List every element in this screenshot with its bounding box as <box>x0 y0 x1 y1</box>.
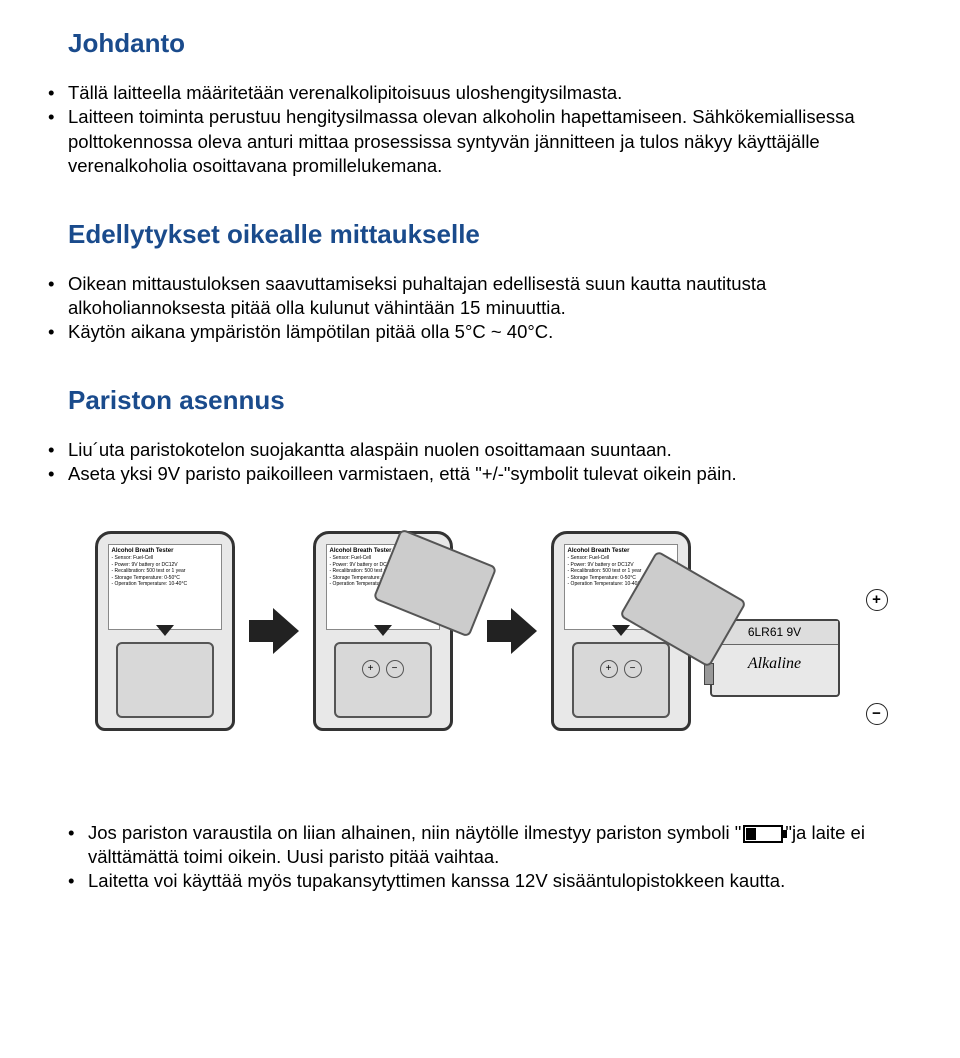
bullet-text: Liu´uta paristokotelon suojakantta alasp… <box>68 438 900 462</box>
device-step-3: Alcohol Breath Tester - Sensor: Fuel-Cel… <box>551 531 696 731</box>
device-step-1: Alcohol Breath Tester - Sensor: Fuel-Cel… <box>95 531 235 731</box>
terminal-minus-icon: − <box>624 660 642 678</box>
arrow-right-icon <box>487 606 537 656</box>
bullet-text: Tällä laitteella määritetään verenalkoli… <box>68 81 900 105</box>
bullet-text: Laitetta voi käyttää myös tupakansytytti… <box>88 869 900 893</box>
slide-arrow-icon <box>156 625 174 636</box>
bullet-item: • Laitetta voi käyttää myös tupakansytyt… <box>68 869 900 893</box>
battery-9v: + 6LR61 9V Alkaline − <box>710 565 854 697</box>
device-back-label: Alcohol Breath Tester - Sensor: Fuel-Cel… <box>108 544 222 630</box>
bullet-dot: • <box>48 462 68 486</box>
bullet-text: Käytön aikana ympäristön lämpötilan pitä… <box>68 320 900 344</box>
section-2-bullets: • Oikean mittaustuloksen saavuttamiseksi… <box>48 272 900 345</box>
bullet-item: • Jos pariston varaustila on liian alhai… <box>68 821 900 870</box>
bullet-dot: • <box>48 320 68 344</box>
bullet-item: • Laitteen toiminta perustuu hengitysilm… <box>48 105 900 178</box>
section-2-title: Edellytykset oikealle mittaukselle <box>48 219 900 250</box>
bullet-text: Laitteen toiminta perustuu hengitysilmas… <box>68 105 900 178</box>
bullet-dot: • <box>48 81 68 105</box>
battery-install-diagram: Alcohol Breath Tester - Sensor: Fuel-Cel… <box>48 531 900 731</box>
slide-arrow-icon <box>374 625 392 636</box>
bullet-item: • Käytön aikana ympäristön lämpötilan pi… <box>48 320 900 344</box>
bullet-dot: • <box>68 869 88 893</box>
battery-compartment: + − <box>572 642 670 718</box>
terminal-plus-icon: + <box>362 660 380 678</box>
section-3-bullets: • Liu´uta paristokotelon suojakantta ala… <box>48 438 900 487</box>
bullet-text: Jos pariston varaustila on liian alhaine… <box>88 821 900 870</box>
terminal-plus-icon: + <box>600 660 618 678</box>
slide-arrow-icon <box>612 625 630 636</box>
terminal-minus-icon: − <box>386 660 404 678</box>
battery-compartment: + − <box>334 642 432 718</box>
bullet-item: • Tällä laitteella määritetään verenalko… <box>48 81 900 105</box>
bullet-dot: • <box>48 438 68 462</box>
arrow-right-icon <box>249 606 299 656</box>
bullet-item: • Liu´uta paristokotelon suojakantta ala… <box>48 438 900 462</box>
polarity-minus-icon: − <box>866 703 888 725</box>
section-3-title: Pariston asennus <box>48 385 900 416</box>
bullet-dot: • <box>48 272 68 321</box>
battery-brand-label: Alkaline <box>712 655 838 673</box>
bullet-item: • Aseta yksi 9V paristo paikoilleen varm… <box>48 462 900 486</box>
battery-cover <box>116 642 214 718</box>
section-1-bullets: • Tällä laitteella määritetään verenalko… <box>48 81 900 179</box>
section-1-title: Johdanto <box>48 28 900 59</box>
low-battery-icon <box>743 825 783 843</box>
bullet-text: Aseta yksi 9V paristo paikoilleen varmis… <box>68 462 900 486</box>
bullet-item: • Oikean mittaustuloksen saavuttamiseksi… <box>48 272 900 321</box>
bullet-dot: • <box>68 821 88 870</box>
bullet-dot: • <box>48 105 68 178</box>
device-step-2: Alcohol Breath Tester - Sensor: Fuel-Cel… <box>313 531 473 731</box>
footer-notes: • Jos pariston varaustila on liian alhai… <box>48 821 900 894</box>
footer-line1-pre: Jos pariston varaustila on liian alhaine… <box>88 822 741 843</box>
bullet-text: Oikean mittaustuloksen saavuttamiseksi p… <box>68 272 900 321</box>
polarity-plus-icon: + <box>866 589 888 611</box>
